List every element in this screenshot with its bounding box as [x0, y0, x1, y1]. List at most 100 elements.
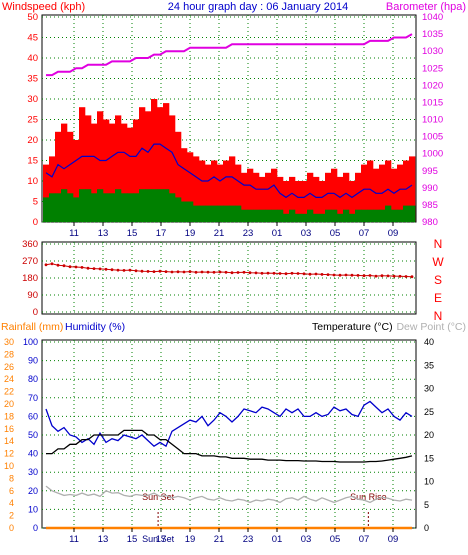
wind-low-bar [331, 209, 338, 222]
windspeed-bar [331, 168, 338, 222]
rainfall-tick-label: 8 [9, 473, 14, 483]
humidity-tick-label: 50 [28, 430, 38, 440]
temperature-tick-label: 40 [424, 337, 434, 347]
humidity-axis-label: Humidity (%) [65, 321, 125, 333]
windspeed-bar [319, 181, 326, 222]
wind-average-line [45, 143, 413, 199]
direction-plot-frame [41, 241, 417, 315]
windspeed-bar [373, 168, 380, 222]
temperature-line [46, 429, 413, 463]
rainfall-tick-label: 16 [4, 424, 14, 434]
wind-low-bar [181, 201, 188, 222]
x-tick-label: 17 [156, 228, 167, 239]
wind-tick-label: 15 [27, 156, 38, 167]
windspeed-bar [397, 164, 404, 222]
wind-tick-label: 25 [27, 115, 38, 126]
rainfall-tick-label: 6 [9, 486, 14, 496]
wind-low-bar [403, 205, 410, 222]
wind-tick-label: 0 [33, 217, 38, 228]
temperature-tick-label: 15 [424, 453, 434, 463]
barometer-tick-label: 1010 [422, 115, 443, 126]
wind-low-bar [259, 209, 266, 222]
x-tick-label: 11 [69, 228, 79, 239]
sun-marker-label: Sun Set [142, 492, 175, 502]
wind-low-bar [247, 209, 254, 222]
wind-low-bar [241, 209, 248, 222]
wind-low-bar [235, 205, 242, 222]
windspeed-bar [127, 127, 134, 222]
wind-low-bar [133, 193, 140, 222]
windspeed-bar [259, 176, 266, 222]
compass-label: S [434, 273, 442, 287]
temperature-tick-label: 35 [424, 360, 434, 370]
rainfall-tick-label: 4 [9, 498, 14, 508]
wind-low-bar [289, 209, 296, 222]
wind-low-bar [217, 205, 224, 222]
x-tick-label: 23 [243, 534, 254, 545]
windspeed-bar [85, 115, 92, 222]
wind-low-bar [163, 189, 170, 222]
windspeed-bar [151, 99, 158, 222]
humidity-tick-label: 30 [28, 467, 38, 477]
windspeed-bar [253, 172, 260, 222]
wind-low-bar [283, 213, 290, 222]
windspeed-bar [403, 160, 410, 222]
wind-low-bar [325, 209, 332, 222]
windspeed-bar [115, 115, 122, 222]
wind-low-bar [319, 213, 326, 222]
windspeed-bar [133, 119, 140, 222]
x-tick-label: 15 [127, 534, 138, 545]
rainfall-tick-label: 10 [4, 461, 14, 471]
wind-low-bar [301, 213, 308, 222]
wind-low-bar [391, 209, 398, 222]
temperature-tick-label: 0 [424, 523, 429, 533]
windspeed-bar [67, 131, 74, 222]
rainfall-axis-label: Rainfall (mm) [1, 321, 63, 333]
humidity-temperature-panel: Rainfall (mm) Humidity (%) Temperature (… [1, 321, 466, 545]
sun-set-tick-label: Sun Set [142, 534, 175, 544]
wind-low-bar [73, 197, 80, 222]
rainfall-tick-label: 30 [4, 337, 14, 347]
windspeed-bar [289, 176, 296, 222]
humidity-tick-label: 70 [28, 393, 38, 403]
x-tick-label: 11 [69, 534, 79, 545]
temperature-tick-label: 10 [424, 477, 434, 487]
compass-label: E [434, 291, 442, 305]
barometer-tick-label: 1025 [422, 63, 443, 74]
direction-tick-label: 360 [22, 239, 38, 250]
windspeed-bar [283, 181, 290, 222]
wind-low-bar [199, 205, 206, 222]
dew-point-line [45, 485, 413, 504]
wind-low-bar [361, 209, 368, 222]
barometer-tick-label: 1005 [422, 132, 443, 143]
wind-low-bar [205, 205, 212, 222]
rainfall-tick-label: 22 [4, 387, 14, 397]
windspeed-bar [169, 115, 176, 222]
compass-label: N [434, 309, 443, 323]
wind-low-bar [343, 209, 350, 222]
wind-low-bar [187, 201, 194, 222]
rainfall-tick-label: 0 [9, 523, 14, 533]
temperature-tick-label: 5 [424, 500, 429, 510]
windspeed-bar [391, 168, 398, 222]
x-tick-label: 07 [359, 228, 370, 239]
wind-direction-line [45, 263, 413, 278]
wind-low-bar [85, 189, 92, 222]
wind-low-bar [379, 209, 386, 222]
windspeed-bar [325, 172, 332, 222]
wind-tick-label: 35 [27, 74, 38, 85]
wind-low-bar [169, 193, 176, 222]
x-tick-label: 21 [214, 534, 225, 545]
wind-tick-label: 45 [27, 33, 38, 44]
wind-low-bar [355, 209, 362, 222]
x-tick-label: 21 [214, 228, 225, 239]
rainfall-tick-label: 28 [4, 349, 14, 359]
humidity-tick-label: 20 [28, 486, 38, 496]
wind-low-bar [103, 193, 110, 222]
x-tick-label: 03 [301, 228, 312, 239]
x-tick-label: 23 [243, 228, 254, 239]
windspeed-bar [157, 107, 164, 222]
temperature-axis-label: Temperature (°C) [312, 321, 393, 333]
windspeed-bar [313, 176, 320, 222]
